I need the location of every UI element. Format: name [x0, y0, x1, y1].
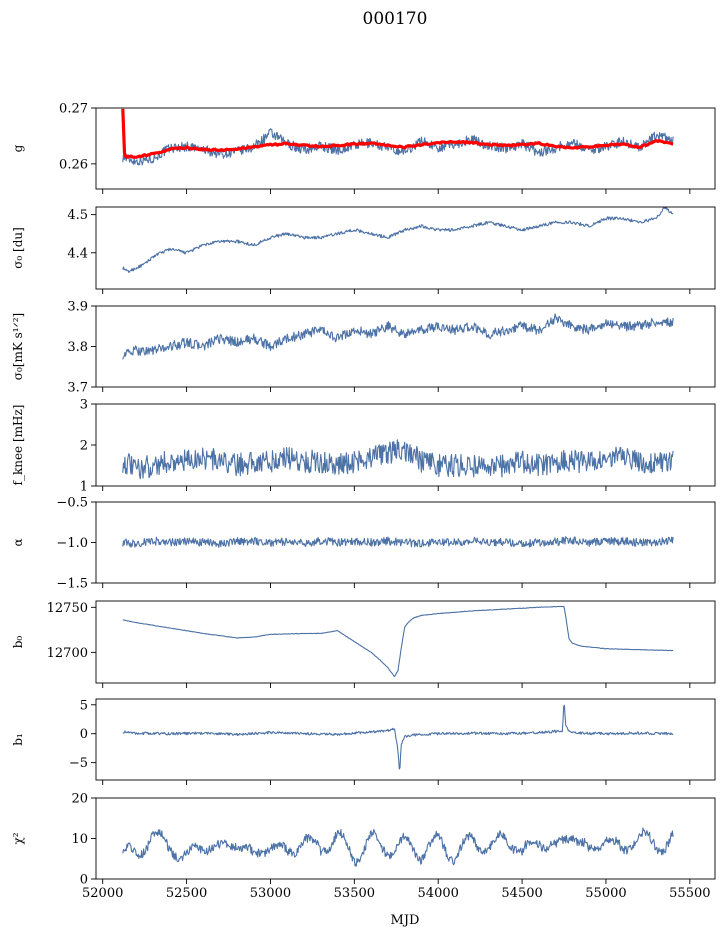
panel-5: −1.5 −1.0 −0.5 α [11, 496, 716, 592]
y-tick-label: 5 [80, 698, 88, 713]
y-tick-label: 0.27 [59, 102, 88, 117]
x-tick-label: 52000 [82, 886, 123, 901]
y-tick-label: 3.8 [67, 340, 88, 355]
y-axis-label: b₀ [11, 636, 25, 649]
y-axis-label: χ² [11, 832, 25, 844]
series-line-fknee [122, 439, 674, 480]
y-tick-label: 4.4 [67, 246, 88, 261]
y-tick-label: 20 [71, 792, 88, 807]
y-tick-label: 12750 [47, 601, 88, 616]
y-tick-label: −1.0 [56, 536, 88, 551]
panel-frame [95, 206, 716, 290]
y-tick-label: 1 [80, 480, 88, 495]
x-tick-label: 53000 [250, 886, 291, 901]
y-axis-label: σ₀[mK s¹ᐟ²] [11, 313, 25, 380]
x-tick-label: 52500 [166, 886, 207, 901]
x-tick-label: 55000 [585, 886, 626, 901]
panel-2: 4.4 4.5 σ₀ [du] [11, 206, 716, 294]
y-tick-label: 3.7 [67, 381, 88, 396]
y-axis-label: f_knee [mHz] [11, 405, 25, 486]
y-axis-label: α [11, 538, 25, 546]
series-line-b1 [122, 704, 674, 770]
y-axis-label: σ₀ [du] [11, 227, 25, 269]
panel-frame [95, 403, 716, 487]
x-tick-label: 54000 [418, 886, 459, 901]
panels-group: 0.26 0.27 g 4.4 4.5 σ₀ [du] 3.7 3.8 3.9 σ₀[mK s¹ᐟ… [11, 102, 716, 901]
y-axis-label: g [11, 144, 25, 152]
series-line-sigma0_du [122, 207, 674, 274]
x-axis-label: MJD [391, 913, 420, 928]
y-tick-label: −0.5 [56, 496, 88, 511]
figure-title: 000170 [363, 9, 428, 29]
y-tick-label: 3 [80, 398, 88, 413]
x-tick-label: 55500 [669, 886, 710, 901]
panel-frame [95, 600, 716, 684]
y-tick-label: 0 [80, 873, 88, 888]
panel-frame [95, 107, 716, 190]
series-line-alpha [122, 536, 674, 548]
y-tick-label: 10 [71, 832, 88, 847]
y-tick-label: 12700 [47, 646, 88, 661]
panel-frame [95, 797, 716, 880]
x-tick-label: 54500 [501, 886, 542, 901]
y-tick-label: 0.26 [59, 157, 88, 172]
panel-4: 1 2 3 f_knee [mHz] [11, 398, 716, 495]
panel-3: 3.7 3.8 3.9 σ₀[mK s¹ᐟ²] [11, 300, 716, 396]
y-tick-label: 0 [80, 727, 88, 742]
panel-1: 0.26 0.27 g [11, 102, 716, 194]
panel-7: −5 0 5 b₁ [11, 698, 716, 785]
series-line-b0 [122, 605, 674, 678]
y-tick-label: 4.5 [67, 208, 88, 223]
series-line-chi2 [122, 827, 674, 867]
series-line-g_fit [121, 108, 674, 159]
panel-6: 12700 12750 b₀ [11, 600, 716, 688]
y-tick-label: −5 [69, 756, 88, 771]
y-tick-label: −1.5 [56, 577, 88, 592]
x-tick-label: 53500 [334, 886, 375, 901]
y-axis-label: b₁ [11, 733, 25, 746]
y-tick-label: 3.9 [67, 300, 88, 315]
series-line-sigma0_mk [122, 313, 674, 360]
panel-8: 0 10 20 52000 52500 53000 53500 54000 54500 55000… [11, 792, 716, 901]
y-tick-label: 2 [80, 439, 88, 454]
panel-frame [95, 698, 716, 781]
